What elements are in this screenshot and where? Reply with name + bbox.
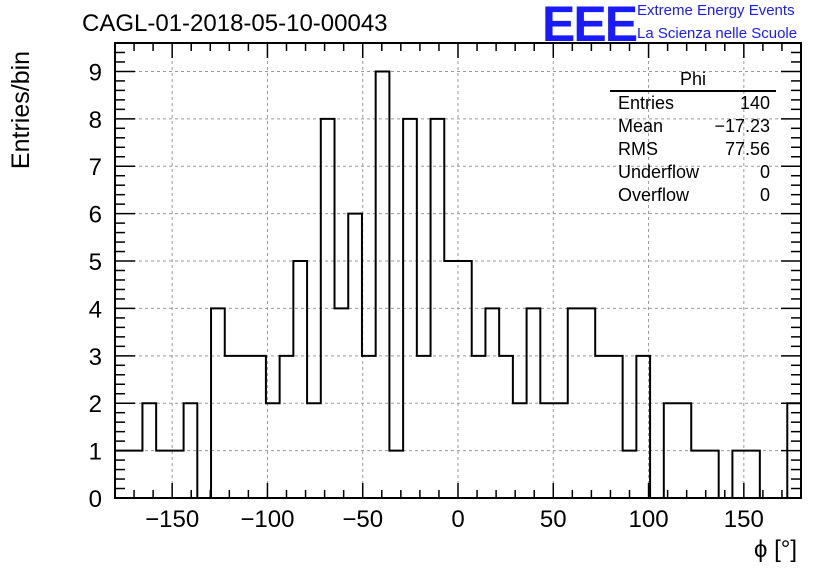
stats-label: Mean xyxy=(618,116,664,136)
x-tick-label: −100 xyxy=(240,506,294,533)
axis-ticks xyxy=(114,42,802,499)
stats-row-overflow: Overflow 0 xyxy=(610,184,776,207)
stats-label: RMS xyxy=(618,139,658,159)
stats-label: Underflow xyxy=(618,162,700,182)
stats-value: 140 xyxy=(739,93,770,113)
x-tick-label: 150 xyxy=(724,506,764,533)
stats-row-rms: RMS 77.56 xyxy=(610,138,776,161)
logo-line-2: La Scienza nelle Scuole xyxy=(637,25,798,42)
histogram-outline xyxy=(115,70,801,499)
y-tick-label: 2 xyxy=(89,391,102,418)
stats-value: 0 xyxy=(759,185,770,205)
chart-title: CAGL-01-2018-05-10-00043 xyxy=(82,10,388,37)
y-tick-label: 3 xyxy=(89,344,102,371)
y-tick-label: 1 xyxy=(89,439,102,466)
stats-value: −17.23 xyxy=(714,116,770,136)
stats-title: Phi xyxy=(610,69,776,92)
y-tick-label: 8 xyxy=(89,107,102,134)
y-tick-label: 7 xyxy=(89,154,102,181)
x-tick-label: −150 xyxy=(145,506,199,533)
stats-row-entries: Entries 140 xyxy=(610,92,776,115)
stats-row-underflow: Underflow 0 xyxy=(610,161,776,184)
stats-row-mean: Mean −17.23 xyxy=(610,115,776,138)
x-axis-label: ϕ [°] xyxy=(754,536,798,563)
logo-line-1: Extreme Energy Events xyxy=(637,2,795,19)
stats-value: 77.56 xyxy=(724,139,770,159)
stats-value: 0 xyxy=(759,162,770,182)
x-tick-label: 0 xyxy=(451,506,464,533)
stats-label: Entries xyxy=(618,93,675,113)
tick-labels: −150 −100 −50 0 50 100 150 0 1 2 3 4 5 6 7 8 9 xyxy=(89,59,764,533)
stats-box: Phi Entries 140 Mean −17.23 RMS 77.56 Un… xyxy=(610,69,776,207)
y-tick-label: 4 xyxy=(89,296,102,323)
x-tick-label: −50 xyxy=(342,506,383,533)
y-tick-label: 9 xyxy=(89,59,102,86)
y-tick-label: 6 xyxy=(89,202,102,229)
stats-label: Overflow xyxy=(618,185,690,205)
y-tick-label: 5 xyxy=(89,249,102,276)
x-tick-label: 50 xyxy=(540,506,567,533)
y-tick-label: 0 xyxy=(89,486,102,513)
x-tick-label: 100 xyxy=(629,506,669,533)
